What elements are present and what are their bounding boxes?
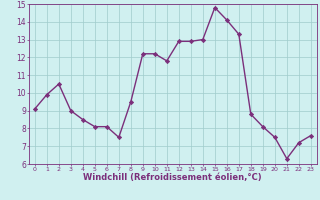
X-axis label: Windchill (Refroidissement éolien,°C): Windchill (Refroidissement éolien,°C) [84,173,262,182]
